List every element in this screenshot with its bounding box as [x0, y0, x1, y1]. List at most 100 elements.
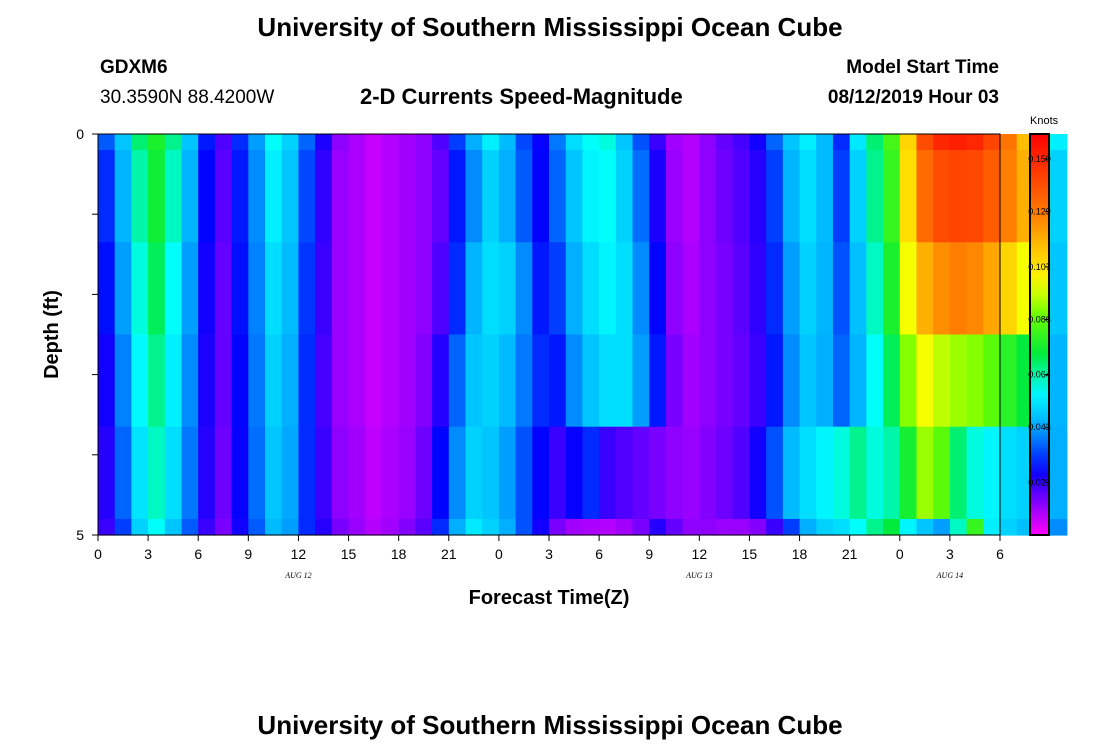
heatmap-cell — [766, 426, 784, 520]
heatmap-cell — [248, 426, 266, 520]
heatmap-cell — [181, 518, 199, 536]
heatmap-cell — [515, 242, 533, 336]
heatmap-cell — [315, 334, 333, 428]
heatmap-cell — [649, 518, 667, 536]
heatmap-cell — [265, 518, 283, 536]
heatmap-cell — [365, 242, 383, 336]
heatmap-cell — [866, 242, 884, 336]
heatmap-cell — [732, 426, 751, 520]
heatmap-cell — [582, 518, 600, 536]
heatmap-cell — [565, 150, 583, 243]
heatmap-cell — [799, 150, 817, 243]
colorbar-tick-label: 0.021 — [1028, 477, 1051, 487]
heatmap-cell — [849, 242, 867, 336]
heatmap-cell — [415, 134, 433, 151]
heatmap-cell — [599, 334, 617, 428]
heatmap-cell — [198, 334, 216, 428]
heatmap-cell — [899, 518, 918, 536]
heatmap-cell — [949, 334, 968, 428]
heatmap-cell — [649, 134, 667, 151]
heatmap-cell — [515, 134, 533, 151]
heatmap-cell — [565, 426, 583, 520]
heatmap-cell — [148, 134, 166, 151]
heatmap-cell — [515, 426, 533, 520]
heatmap-cell — [465, 518, 483, 536]
heatmap-cell — [599, 242, 617, 336]
heatmap-cell — [148, 426, 166, 520]
heatmap-cell — [933, 426, 951, 520]
heatmap-cell — [549, 134, 567, 151]
heatmap-cell — [599, 518, 617, 536]
x-tick-label: 15 — [341, 546, 357, 562]
heatmap-cell — [465, 150, 483, 243]
heatmap-cell — [98, 426, 116, 520]
heatmap-cell — [883, 134, 901, 151]
colorbar-tick-label: 0.064 — [1028, 370, 1051, 380]
heatmap-cell — [933, 334, 951, 428]
heatmap-cell — [883, 518, 901, 536]
heatmap-cell — [214, 518, 233, 536]
heatmap-cell — [883, 242, 901, 336]
x-tick-label: 21 — [441, 546, 457, 562]
heatmap-cell — [248, 242, 266, 336]
model-start-value: 08/12/2019 Hour 03 — [827, 87, 999, 108]
heatmap-cell — [164, 426, 183, 520]
colorbar: 0.150 0.129 0.107 0.086 0.064 0.043 0.021 — [1028, 133, 1051, 536]
heatmap-cell — [381, 518, 400, 536]
heatmap-cell — [131, 242, 149, 336]
heatmap-cell — [766, 518, 784, 536]
heatmap-cell — [281, 426, 300, 520]
heatmap-cell — [849, 426, 867, 520]
heatmap-cell — [899, 134, 918, 151]
heatmap-cell — [549, 150, 567, 243]
heatmap-cell — [799, 518, 817, 536]
heatmap-cell — [348, 242, 366, 336]
x-tick-label: 12 — [291, 546, 307, 562]
x-tick-label: 15 — [742, 546, 758, 562]
colorbar-gradient — [1029, 133, 1050, 536]
heatmap-cell — [1000, 518, 1018, 536]
heatmap-cell — [816, 150, 834, 243]
heatmap-cell — [665, 334, 684, 428]
heatmap-cell — [298, 134, 316, 151]
heatmap-cell — [131, 518, 149, 536]
heatmap-cell — [198, 518, 216, 536]
heatmap-cell — [348, 426, 366, 520]
heatmap-cell — [482, 518, 500, 536]
heatmap-cell — [699, 134, 717, 151]
heatmap-cell — [983, 134, 1001, 151]
heatmap-cell — [632, 134, 650, 151]
heatmap-cell — [966, 518, 984, 536]
heatmap-cell — [398, 518, 416, 536]
heatmap-cell — [498, 426, 517, 520]
heatmap-cell — [1000, 242, 1018, 336]
heatmap-cell — [916, 242, 934, 336]
heatmap-cell — [766, 134, 784, 151]
date-label: AUG 13 — [685, 571, 712, 580]
heatmap-cell — [682, 242, 700, 336]
heatmap-cell — [415, 150, 433, 243]
heatmap-cell — [365, 518, 383, 536]
heatmap-cell — [665, 134, 684, 151]
heatmap-cell — [198, 150, 216, 243]
heatmap-cell — [198, 242, 216, 336]
heatmap-cell — [365, 150, 383, 243]
heatmap-cell — [933, 242, 951, 336]
heatmap-cell — [448, 134, 467, 151]
heatmap-cell — [532, 150, 550, 243]
heatmap-cell — [164, 242, 183, 336]
x-tick-label: 9 — [645, 546, 653, 562]
heatmap-cell — [582, 334, 600, 428]
heatmap-cell — [782, 134, 801, 151]
heatmap-cell — [832, 334, 851, 428]
heatmap-cell — [549, 334, 567, 428]
heatmap-cell — [315, 518, 333, 536]
heatmap-cell — [398, 134, 416, 151]
heatmap-cell — [599, 150, 617, 243]
heatmap-cell — [98, 242, 116, 336]
heatmap-cell — [1000, 134, 1018, 151]
heatmap-cell — [131, 334, 149, 428]
x-tick-label: 21 — [842, 546, 858, 562]
heatmap-cell — [148, 242, 166, 336]
heatmap-cell — [298, 334, 316, 428]
